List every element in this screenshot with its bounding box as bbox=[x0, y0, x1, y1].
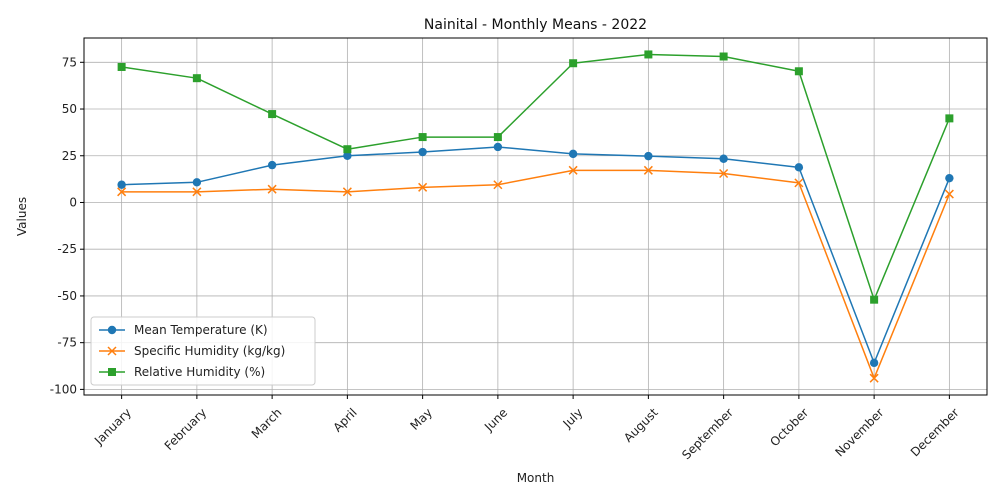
series-2 bbox=[117, 165, 954, 383]
legend-label: Specific Humidity (kg/kg) bbox=[134, 344, 285, 358]
legend-item: Mean Temperature (K) bbox=[99, 323, 268, 337]
data-point bbox=[418, 182, 428, 192]
data-point bbox=[644, 50, 653, 59]
data-point bbox=[643, 165, 653, 175]
y-tick-label: 50 bbox=[62, 102, 77, 116]
legend-box bbox=[90, 316, 316, 386]
legend-label: Mean Temperature (K) bbox=[134, 323, 268, 337]
data-point bbox=[192, 74, 201, 83]
plot-area-frame bbox=[83, 37, 988, 396]
data-point bbox=[342, 187, 352, 197]
series-line bbox=[121, 169, 951, 379]
data-point bbox=[343, 145, 352, 154]
data-point bbox=[117, 62, 126, 71]
data-point bbox=[493, 133, 502, 142]
x-axis-label: Month bbox=[517, 471, 555, 485]
data-point bbox=[268, 110, 277, 119]
series-line bbox=[121, 53, 951, 301]
y-axis-ticks: -100 -75 -50 -25 0 25 50 75 bbox=[50, 55, 84, 396]
data-point bbox=[418, 147, 427, 157]
data-point bbox=[945, 173, 954, 183]
legend-item: Specific Humidity (kg/kg) bbox=[99, 344, 285, 358]
data-point bbox=[944, 189, 954, 199]
data-point bbox=[418, 133, 427, 142]
legend-marker bbox=[107, 346, 117, 356]
series-line bbox=[121, 146, 951, 364]
data-point bbox=[870, 295, 879, 304]
legend-item: Relative Humidity (%) bbox=[99, 365, 265, 379]
data-point bbox=[493, 142, 503, 152]
data-point bbox=[267, 184, 277, 194]
series-1 bbox=[117, 142, 954, 368]
data-point bbox=[719, 154, 728, 163]
data-point bbox=[644, 151, 653, 161]
legend-marker bbox=[107, 325, 117, 335]
y-tick-label: -75 bbox=[57, 336, 77, 350]
y-tick-label: -25 bbox=[57, 242, 77, 256]
data-point bbox=[569, 59, 578, 68]
data-point bbox=[192, 178, 202, 187]
y-axis-label: Values bbox=[15, 197, 29, 236]
data-point bbox=[117, 180, 126, 189]
legend: Mean Temperature (K) Specific Humidity (k… bbox=[90, 316, 316, 386]
data-point bbox=[568, 165, 578, 175]
data-point bbox=[192, 187, 202, 197]
data-point bbox=[117, 187, 127, 197]
y-tick-label: 25 bbox=[62, 149, 77, 163]
data-point bbox=[869, 373, 879, 383]
series-layer bbox=[117, 50, 954, 383]
data-point bbox=[568, 149, 578, 159]
data-point bbox=[719, 168, 729, 179]
data-point bbox=[794, 163, 804, 172]
data-point bbox=[493, 180, 503, 190]
chart-title: Nainital - Monthly Means - 2022 bbox=[424, 17, 647, 33]
y-tick-label: -100 bbox=[50, 382, 77, 396]
y-tick-label: 0 bbox=[69, 195, 77, 209]
data-point bbox=[945, 114, 954, 123]
data-point bbox=[794, 178, 804, 188]
data-point bbox=[719, 52, 728, 61]
data-point bbox=[869, 358, 879, 368]
y-tick-label: 75 bbox=[62, 55, 77, 69]
data-point bbox=[343, 151, 352, 160]
legend-label: Relative Humidity (%) bbox=[134, 365, 265, 379]
data-point bbox=[267, 160, 277, 170]
y-tick-label: -50 bbox=[57, 289, 77, 303]
series-3 bbox=[117, 50, 954, 304]
legend-marker bbox=[108, 368, 116, 376]
data-point bbox=[794, 67, 803, 76]
